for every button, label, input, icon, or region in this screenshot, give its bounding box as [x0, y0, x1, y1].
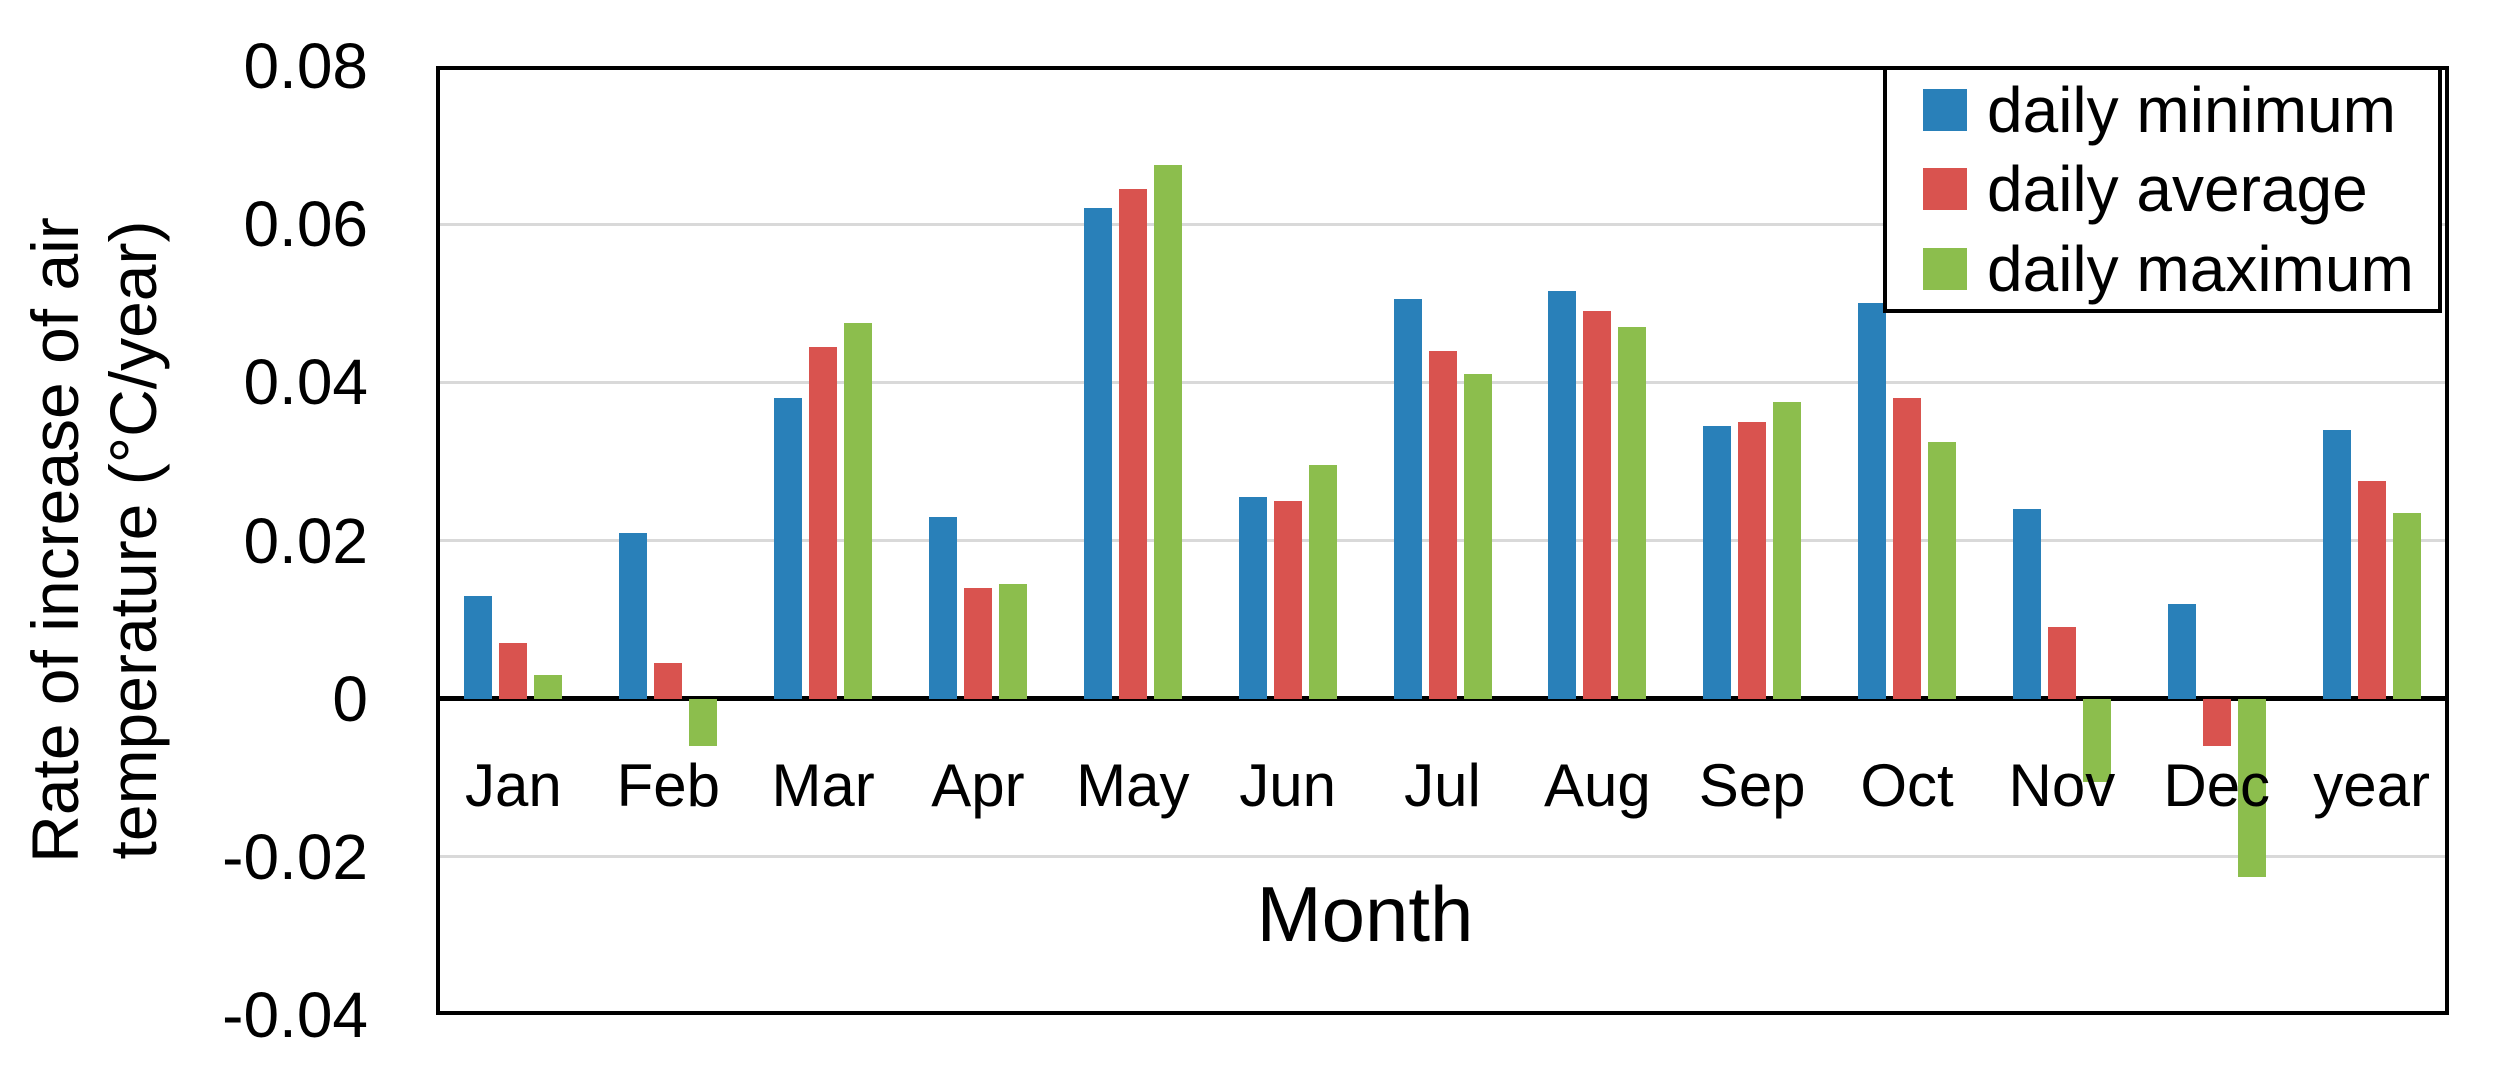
- zero-axis-line: [436, 696, 2449, 702]
- bar-daily-average-Oct: [1893, 398, 1922, 699]
- y-tick-label: 0.08: [243, 30, 368, 102]
- x-tick-label-Jan: Jan: [465, 752, 562, 819]
- bar-daily-average-Jan: [499, 643, 528, 699]
- gridline: [436, 855, 2449, 859]
- legend-swatch-daily-average: [1923, 168, 1967, 211]
- bar-daily-minimum-Sep: [1703, 425, 1732, 699]
- bar-daily-maximum-May: [1153, 164, 1182, 699]
- x-tick-label-Sep: Sep: [1698, 752, 1806, 819]
- bar-daily-average-Nov: [2047, 627, 2076, 699]
- y-tick-label: 0.06: [243, 188, 368, 261]
- x-tick-label-year: year: [2313, 752, 2430, 819]
- x-tick-label-Dec: Dec: [2163, 752, 2271, 819]
- bar-daily-minimum-Mar: [774, 398, 803, 699]
- x-tick-label-Jun: Jun: [1239, 752, 1337, 819]
- bar-daily-minimum-Apr: [928, 516, 957, 699]
- y-tick-label: 0: [332, 662, 368, 735]
- bar-daily-average-Aug: [1583, 311, 1612, 699]
- bar-daily-minimum-Jul: [1393, 299, 1422, 699]
- bar-daily-maximum-Mar: [844, 323, 873, 699]
- bar-daily-maximum-Sep: [1773, 402, 1802, 699]
- bar-daily-average-May: [1118, 188, 1147, 699]
- bar-daily-average-year: [2357, 481, 2386, 699]
- legend: daily minimum daily average daily maximum: [1883, 66, 2442, 313]
- bar-daily-minimum-year: [2322, 429, 2351, 699]
- bar-daily-average-Feb: [654, 663, 683, 699]
- legend-swatch-daily-maximum: [1923, 248, 1967, 291]
- bar-daily-average-Sep: [1738, 421, 1767, 699]
- bar-daily-minimum-Aug: [1548, 291, 1577, 699]
- bar-daily-maximum-Jul: [1463, 374, 1492, 699]
- legend-item-daily-average: daily average: [1887, 157, 2438, 221]
- bar-daily-maximum-Jan: [534, 674, 563, 699]
- x-tick-label-Apr: Apr: [931, 752, 1025, 819]
- y-tick-label: 0.04: [243, 346, 368, 419]
- bar-daily-minimum-Dec: [2167, 603, 2196, 699]
- bar-daily-minimum-Oct: [1858, 303, 1887, 699]
- bar-daily-average-Jun: [1273, 500, 1302, 699]
- bar-daily-maximum-Aug: [1618, 326, 1647, 699]
- x-tick-label-Aug: Aug: [1543, 752, 1651, 819]
- legend-label: daily maximum: [1987, 233, 2414, 306]
- bar-daily-maximum-Jun: [1308, 465, 1337, 699]
- legend-item-daily-maximum: daily maximum: [1887, 237, 2438, 301]
- legend-label: daily average: [1987, 153, 2368, 226]
- legend-item-daily-minimum: daily minimum: [1887, 78, 2438, 142]
- bar-daily-average-Apr: [963, 587, 992, 699]
- bar-daily-minimum-Nov: [2012, 508, 2041, 699]
- y-tick-label: 0.02: [243, 504, 368, 577]
- legend-swatch-daily-minimum: [1923, 88, 1967, 131]
- bar-daily-maximum-Oct: [1928, 441, 1957, 699]
- bar-daily-maximum-Nov: [2082, 698, 2111, 782]
- bar-daily-minimum-May: [1083, 208, 1112, 699]
- bar-daily-maximum-Apr: [998, 583, 1027, 699]
- bar-daily-average-Mar: [809, 346, 838, 699]
- bar-daily-minimum-Jun: [1238, 497, 1267, 699]
- bar-daily-average-Dec: [2202, 698, 2231, 747]
- bar-daily-maximum-Feb: [689, 698, 718, 747]
- y-tick-label: -0.02: [222, 820, 368, 893]
- gridline: [436, 222, 2449, 226]
- x-tick-label-Jul: Jul: [1404, 752, 1481, 819]
- bar-daily-minimum-Feb: [619, 532, 648, 699]
- x-axis-title: Month: [1256, 870, 1474, 958]
- bar-daily-average-Jul: [1428, 350, 1457, 699]
- x-tick-label-Mar: Mar: [771, 752, 875, 819]
- y-tick-label: -0.04: [222, 979, 368, 1051]
- plot-area: [436, 66, 2449, 1015]
- legend-label: daily minimum: [1987, 73, 2396, 146]
- bar-daily-minimum-Jan: [464, 595, 493, 699]
- bar-daily-maximum-Dec: [2237, 698, 2266, 877]
- x-tick-label-May: May: [1076, 752, 1190, 819]
- x-tick-label-Nov: Nov: [2008, 752, 2116, 819]
- bar-daily-maximum-year: [2392, 512, 2421, 699]
- x-tick-label-Feb: Feb: [616, 752, 720, 819]
- x-tick-label-Oct: Oct: [1860, 752, 1954, 819]
